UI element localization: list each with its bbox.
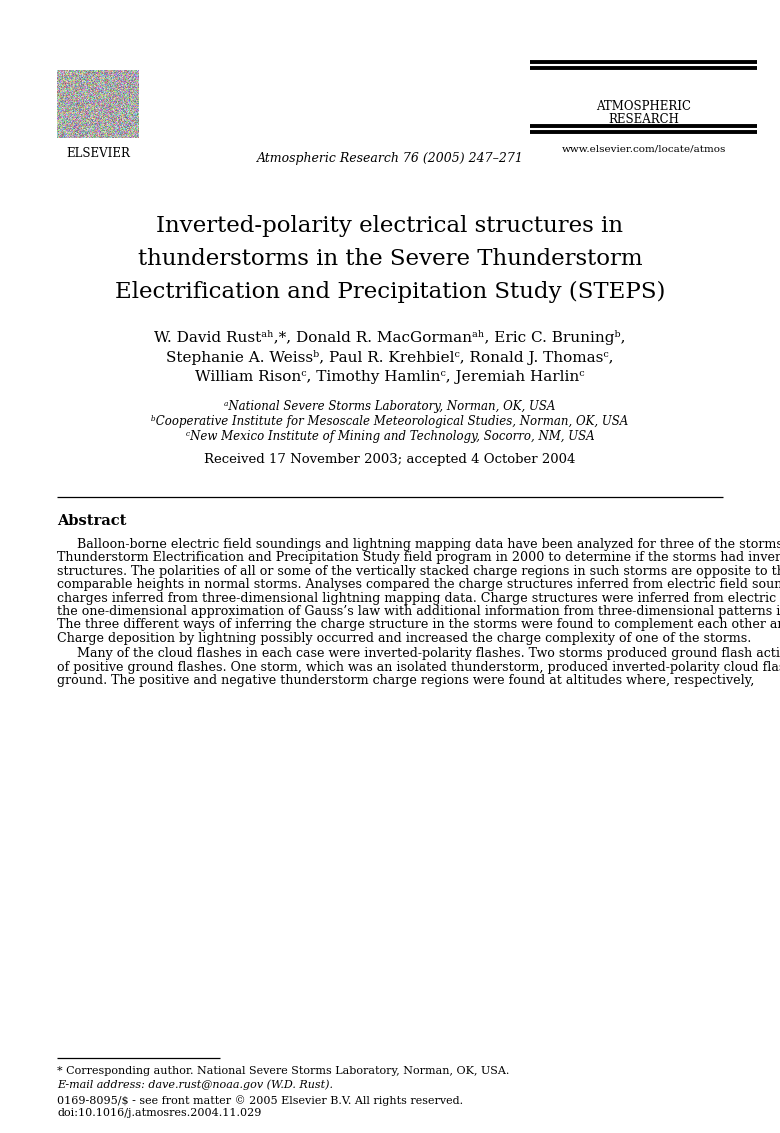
Text: the one-dimensional approximation of Gauss’s law with additional information fro: the one-dimensional approximation of Gau… xyxy=(57,605,780,617)
Text: Received 17 November 2003; accepted 4 October 2004: Received 17 November 2003; accepted 4 Oc… xyxy=(204,453,576,466)
Text: structures. The polarities of all or some of the vertically stacked charge regio: structures. The polarities of all or som… xyxy=(57,564,780,578)
Text: Balloon-borne electric field soundings and lightning mapping data have been anal: Balloon-borne electric field soundings a… xyxy=(77,538,780,551)
Text: Electrification and Precipitation Study (STEPS): Electrification and Precipitation Study … xyxy=(115,281,665,304)
Text: RESEARCH: RESEARCH xyxy=(608,113,679,126)
Text: charges inferred from three-dimensional lightning mapping data. Charge structure: charges inferred from three-dimensional … xyxy=(57,591,780,605)
Text: Abstract: Abstract xyxy=(57,514,126,528)
Text: ᵃNational Severe Storms Laboratory, Norman, OK, USA: ᵃNational Severe Storms Laboratory, Norm… xyxy=(225,400,555,414)
Text: doi:10.1016/j.atmosres.2004.11.029: doi:10.1016/j.atmosres.2004.11.029 xyxy=(57,1108,261,1118)
Text: 0169-8095/$ - see front matter © 2005 Elsevier B.V. All rights reserved.: 0169-8095/$ - see front matter © 2005 El… xyxy=(57,1094,463,1106)
Text: www.elsevier.com/locate/atmos: www.elsevier.com/locate/atmos xyxy=(562,145,726,154)
Text: Inverted-polarity electrical structures in: Inverted-polarity electrical structures … xyxy=(157,215,623,237)
Text: W. David Rustᵃʰ,*, Donald R. MacGormanᵃʰ, Eric C. Bruningᵇ,: W. David Rustᵃʰ,*, Donald R. MacGormanᵃʰ… xyxy=(154,330,626,346)
Text: Thunderstorm Electrification and Precipitation Study field program in 2000 to de: Thunderstorm Electrification and Precipi… xyxy=(57,552,780,564)
Text: comparable heights in normal storms. Analyses compared the charge structures inf: comparable heights in normal storms. Ana… xyxy=(57,578,780,591)
Text: Many of the cloud flashes in each case were inverted-polarity flashes. Two storm: Many of the cloud flashes in each case w… xyxy=(77,647,780,661)
Text: E-mail address: dave.rust@noaa.gov (W.D. Rust).: E-mail address: dave.rust@noaa.gov (W.D.… xyxy=(57,1079,333,1090)
Text: ᵇCooperative Institute for Mesoscale Meteorological Studies, Norman, OK, USA: ᵇCooperative Institute for Mesoscale Met… xyxy=(151,415,629,428)
Text: ground. The positive and negative thunderstorm charge regions were found at alti: ground. The positive and negative thunde… xyxy=(57,674,754,687)
Text: William Risonᶜ, Timothy Hamlinᶜ, Jeremiah Harlinᶜ: William Risonᶜ, Timothy Hamlinᶜ, Jeremia… xyxy=(195,370,585,384)
Text: Charge deposition by lightning possibly occurred and increased the charge comple: Charge deposition by lightning possibly … xyxy=(57,632,751,645)
Text: of positive ground flashes. One storm, which was an isolated thunderstorm, produ: of positive ground flashes. One storm, w… xyxy=(57,661,780,674)
Text: ELSEVIER: ELSEVIER xyxy=(66,147,130,160)
Text: Atmospheric Research 76 (2005) 247–271: Atmospheric Research 76 (2005) 247–271 xyxy=(257,152,523,165)
Text: ATMOSPHERIC: ATMOSPHERIC xyxy=(597,100,692,113)
Text: thunderstorms in the Severe Thunderstorm: thunderstorms in the Severe Thunderstorm xyxy=(138,248,642,270)
Text: Stephanie A. Weissᵇ, Paul R. Krehbielᶜ, Ronald J. Thomasᶜ,: Stephanie A. Weissᵇ, Paul R. Krehbielᶜ, … xyxy=(166,350,614,365)
Text: * Corresponding author. National Severe Storms Laboratory, Norman, OK, USA.: * Corresponding author. National Severe … xyxy=(57,1066,509,1076)
Text: ᶜNew Mexico Institute of Mining and Technology, Socorro, NM, USA: ᶜNew Mexico Institute of Mining and Tech… xyxy=(186,431,594,443)
Text: The three different ways of inferring the charge structure in the storms were fo: The three different ways of inferring th… xyxy=(57,619,780,631)
